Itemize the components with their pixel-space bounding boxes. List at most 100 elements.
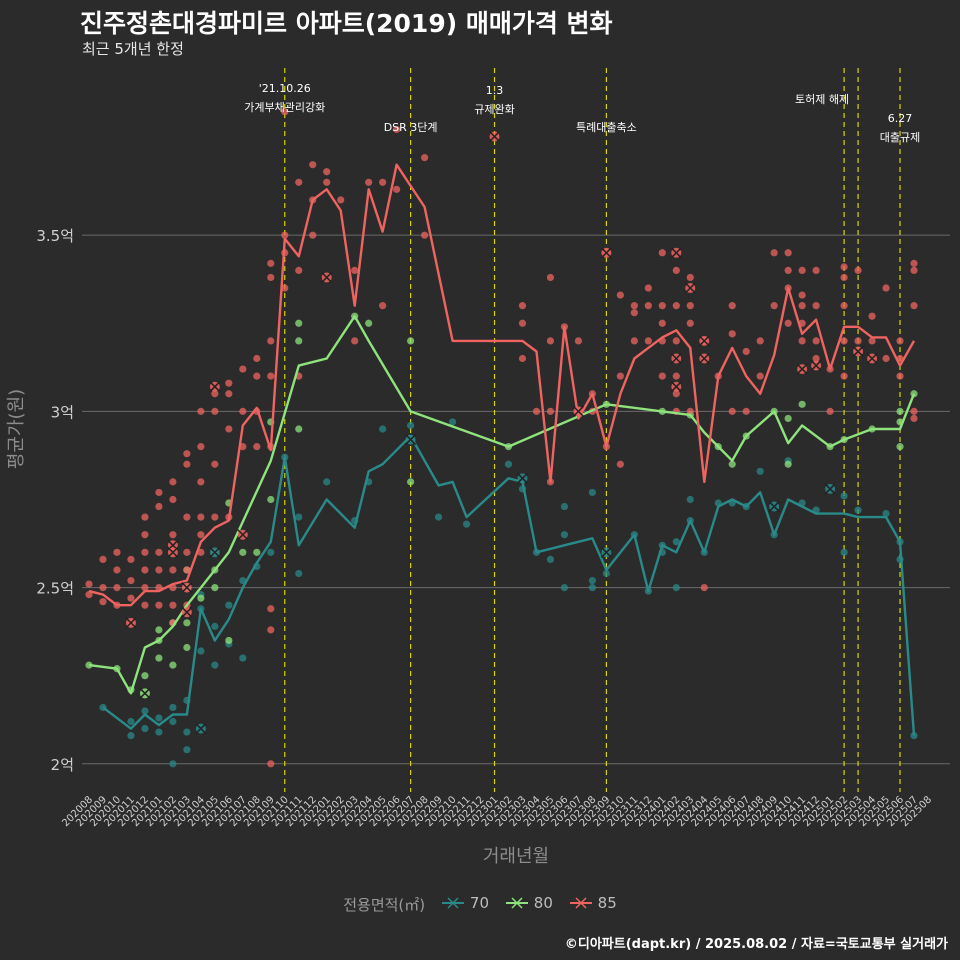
data-point-70 — [239, 654, 247, 662]
legend-swatch-70 — [441, 897, 464, 909]
event-label: 특례대출축소 — [576, 121, 637, 134]
data-point-85 — [784, 249, 792, 257]
data-point-85 — [113, 583, 121, 592]
data-point-85 — [211, 513, 219, 521]
data-point-70 — [169, 717, 177, 726]
data-point-70 — [197, 647, 205, 655]
cross-marker — [684, 282, 696, 294]
data-point-85 — [840, 302, 848, 310]
data-point-85 — [784, 319, 792, 327]
data-point-70 — [672, 538, 680, 546]
data-point-85 — [854, 266, 862, 275]
data-point-85 — [267, 259, 275, 267]
event-label: 1.3 — [486, 84, 504, 97]
data-point-80 — [295, 425, 303, 433]
data-point-85 — [742, 347, 750, 356]
data-point-70 — [560, 583, 569, 592]
data-point-85 — [379, 178, 387, 186]
data-point-80 — [407, 337, 415, 345]
data-point-85 — [812, 266, 820, 275]
data-point-70 — [155, 714, 163, 722]
event-label: 토허제 해제 — [795, 92, 849, 106]
data-point-80 — [169, 661, 177, 669]
data-point-70 — [169, 760, 177, 768]
y-tick-label: 2억 — [51, 756, 74, 774]
data-point-70 — [434, 513, 443, 521]
data-point-85 — [644, 284, 652, 292]
data-point-85 — [183, 460, 191, 468]
cross-marker — [866, 352, 878, 365]
x-axis-title: 거래년월 — [483, 846, 549, 867]
data-point-70 — [127, 717, 135, 726]
data-point-70 — [546, 555, 555, 563]
data-point-85 — [770, 249, 778, 257]
data-point-85 — [267, 372, 275, 380]
data-point-85 — [169, 566, 177, 574]
data-point-85 — [728, 407, 736, 415]
legend-label-70: 70 — [469, 894, 490, 912]
data-point-70 — [910, 732, 918, 740]
data-point-80 — [183, 643, 191, 652]
data-point-85 — [882, 284, 890, 292]
data-point-70 — [882, 509, 890, 518]
data-point-85 — [183, 566, 191, 574]
data-point-85 — [630, 337, 638, 345]
data-point-85 — [323, 168, 331, 176]
data-point-85 — [155, 488, 163, 497]
data-point-85 — [532, 407, 541, 415]
data-point-70 — [462, 520, 471, 528]
data-point-85 — [295, 178, 303, 186]
data-point-85 — [141, 548, 149, 556]
source-caption: ©디아파트(dapt.kr) / 2025.08.02 / 자료=국토교통부 실… — [564, 937, 948, 952]
data-point-70 — [141, 724, 149, 733]
data-point-85 — [421, 154, 429, 162]
data-point-85 — [910, 407, 918, 415]
data-point-85 — [169, 478, 177, 486]
data-point-70 — [588, 488, 597, 497]
data-point-85 — [309, 231, 317, 239]
series-line-85 — [88, 163, 916, 607]
cross-marker — [600, 247, 612, 259]
data-point-85 — [798, 337, 806, 345]
data-point-85 — [239, 407, 247, 415]
data-point-85 — [141, 601, 149, 609]
data-point-85 — [854, 337, 862, 345]
data-point-85 — [798, 291, 806, 299]
cross-marker — [125, 617, 137, 629]
data-point-85 — [770, 302, 778, 310]
data-point-80 — [239, 548, 247, 556]
cross-marker — [670, 352, 682, 365]
data-point-85 — [630, 309, 638, 317]
data-point-85 — [658, 372, 666, 380]
data-point-85 — [812, 302, 820, 310]
cross-marker — [181, 606, 193, 618]
data-point-85 — [295, 266, 303, 275]
data-point-80 — [295, 319, 303, 327]
data-point-85 — [267, 605, 275, 613]
data-point-85 — [239, 365, 247, 373]
data-point-70 — [183, 728, 191, 736]
data-point-80 — [197, 594, 205, 602]
data-point-85 — [784, 266, 792, 275]
data-point-85 — [113, 566, 121, 574]
data-point-85 — [672, 390, 680, 398]
data-point-85 — [197, 443, 205, 451]
y-tick-label: 3.5억 — [36, 227, 74, 245]
data-point-85 — [630, 302, 638, 310]
data-point-85 — [267, 337, 275, 345]
event-label: DSR 3단계 — [384, 121, 438, 134]
data-point-80 — [896, 407, 904, 415]
cross-marker — [209, 546, 221, 558]
data-point-85 — [686, 273, 694, 282]
data-point-85 — [812, 354, 820, 363]
cross-marker — [824, 483, 836, 495]
data-point-85 — [351, 266, 359, 275]
data-point-85 — [840, 263, 848, 271]
data-point-85 — [728, 330, 736, 338]
data-point-70 — [155, 728, 163, 736]
data-point-85 — [644, 302, 652, 310]
data-point-85 — [910, 302, 918, 310]
data-point-70 — [588, 583, 597, 592]
data-point-85 — [393, 185, 401, 193]
